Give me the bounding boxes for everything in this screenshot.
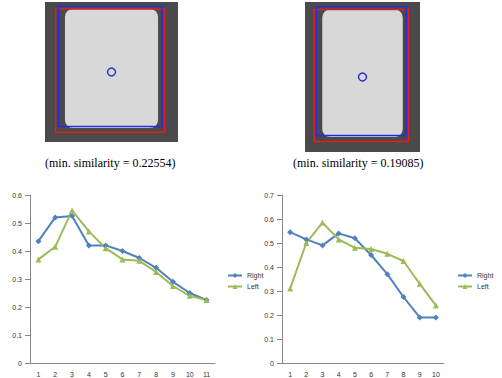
svg-text:1: 1 — [36, 371, 40, 378]
svg-text:0.4: 0.4 — [12, 248, 22, 255]
svg-text:0.5: 0.5 — [264, 240, 274, 247]
svg-text:1: 1 — [288, 371, 292, 378]
svg-text:3: 3 — [321, 371, 325, 378]
svg-text:Left: Left — [477, 283, 489, 290]
svg-text:9: 9 — [418, 371, 422, 378]
svg-text:0.1: 0.1 — [12, 332, 22, 339]
svg-text:6: 6 — [369, 371, 373, 378]
svg-text:0.6: 0.6 — [264, 216, 274, 223]
svg-text:0.5: 0.5 — [12, 220, 22, 227]
svg-text:0.1: 0.1 — [264, 336, 274, 343]
svg-text:0.3: 0.3 — [12, 276, 22, 283]
svg-text:(min. similarity = 0.19085): (min. similarity = 0.19085) — [293, 156, 423, 170]
svg-text:8: 8 — [402, 371, 406, 378]
svg-text:7: 7 — [385, 371, 389, 378]
svg-text:0: 0 — [270, 360, 274, 367]
svg-text:0.4: 0.4 — [264, 264, 274, 271]
svg-text:0.6: 0.6 — [12, 192, 22, 199]
svg-text:Left: Left — [247, 283, 259, 290]
svg-text:9: 9 — [171, 371, 175, 378]
svg-text:Right: Right — [477, 272, 493, 280]
svg-text:10: 10 — [186, 371, 194, 378]
svg-text:10: 10 — [432, 371, 440, 378]
svg-text:2: 2 — [53, 371, 57, 378]
svg-text:0.3: 0.3 — [264, 288, 274, 295]
svg-text:0: 0 — [18, 360, 22, 367]
svg-text:6: 6 — [121, 371, 125, 378]
svg-text:5: 5 — [353, 371, 357, 378]
svg-text:0.2: 0.2 — [12, 304, 22, 311]
svg-text:0.7: 0.7 — [264, 192, 274, 199]
svg-text:2: 2 — [304, 371, 308, 378]
svg-text:4: 4 — [87, 371, 91, 378]
svg-text:3: 3 — [70, 371, 74, 378]
svg-text:8: 8 — [154, 371, 158, 378]
svg-text:0.2: 0.2 — [264, 312, 274, 319]
svg-text:4: 4 — [337, 371, 341, 378]
svg-text:Right: Right — [247, 272, 263, 280]
svg-text:7: 7 — [137, 371, 141, 378]
svg-text:11: 11 — [203, 371, 210, 378]
svg-text:5: 5 — [104, 371, 108, 378]
svg-text:(min. similarity = 0.22554): (min. similarity = 0.22554) — [45, 156, 175, 170]
